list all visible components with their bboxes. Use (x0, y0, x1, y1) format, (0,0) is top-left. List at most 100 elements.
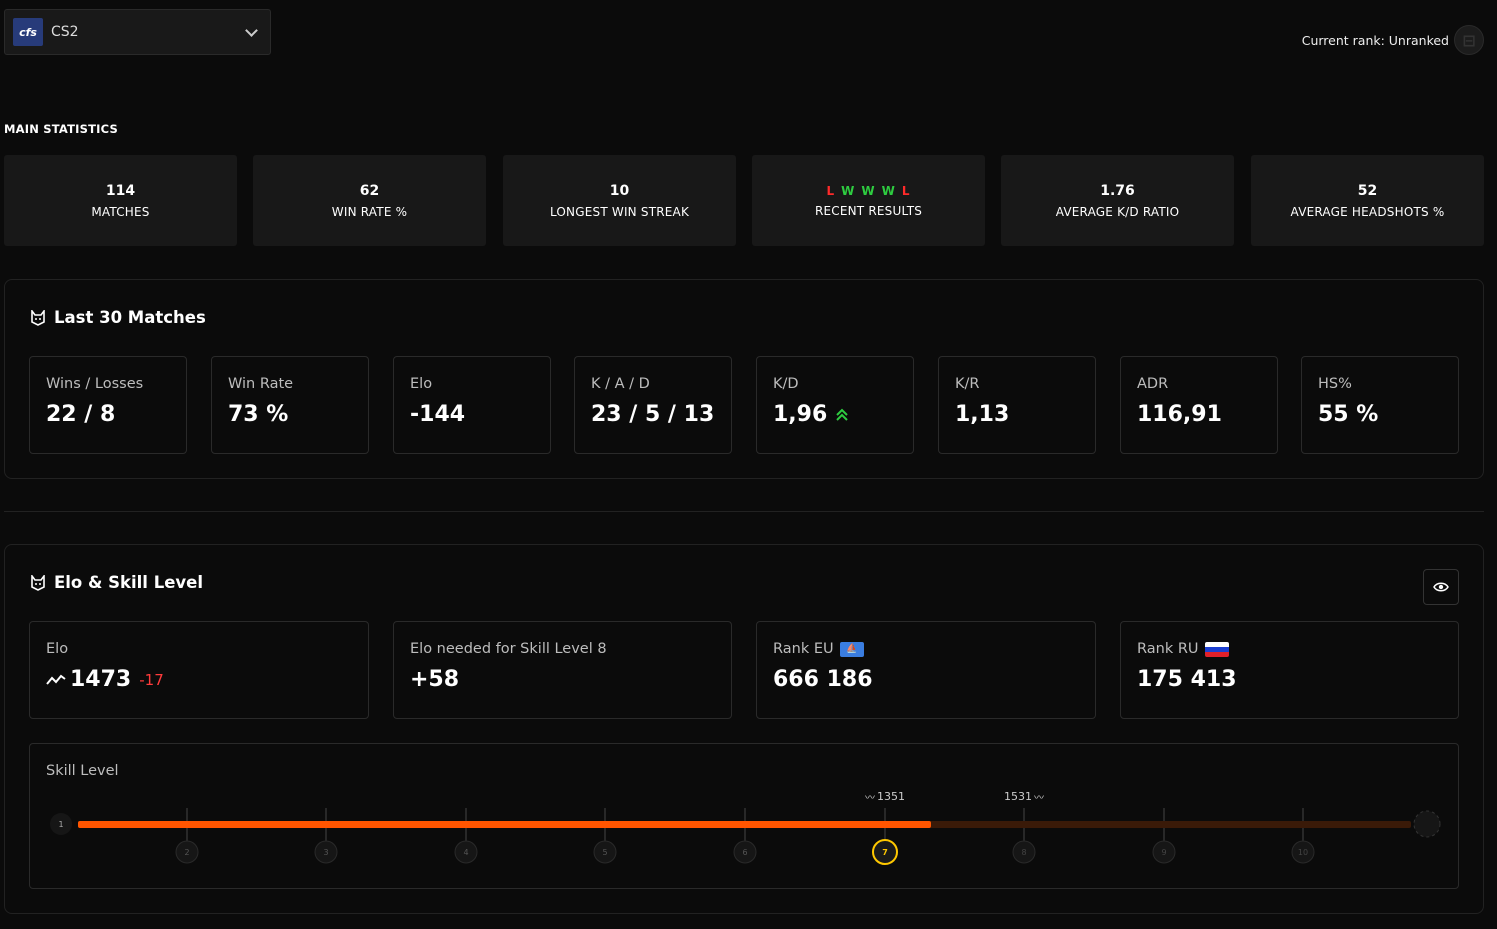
threshold-min: 1351 (877, 790, 905, 803)
game-logo: cfs (13, 18, 43, 46)
card-label: Elo needed for Skill Level 8 (410, 641, 607, 657)
card-value: 116,91 (1137, 402, 1222, 427)
card-value: 55 % (1318, 402, 1379, 427)
card-label-row: Rank EU ⛵ (773, 641, 1079, 657)
panel-title-text: Elo & Skill Level (54, 573, 204, 592)
elo-delta: -17 (139, 670, 164, 689)
card-value-row: 1473 -17 (46, 667, 352, 692)
svg-text:5: 5 (602, 848, 607, 857)
card-elo-current: Elo 1473 -17 (29, 621, 369, 719)
card-label: Rank EU (773, 641, 834, 657)
skill-progress-track: 1 2 3 4 5 6 7 8 9 10 (50, 808, 1441, 865)
svg-text:8: 8 (1021, 848, 1026, 857)
svg-text:10: 10 (1298, 848, 1308, 857)
threshold-max: 1531 (1004, 790, 1032, 803)
card-kad: K / A / D 23 / 5 / 13 (574, 356, 732, 454)
card-rank-eu: Rank EU ⛵ 666 186 (756, 621, 1096, 719)
card-win-rate: Win Rate 73 % (211, 356, 369, 454)
card-hs: HS% 55 % (1301, 356, 1459, 454)
card-kd: K/D 1,96 (756, 356, 914, 454)
card-value: 666 186 (773, 667, 873, 692)
last-30-panel: Last 30 Matches Wins / Losses 22 / 8 Win… (4, 279, 1484, 479)
card-label: K / A / D (591, 376, 650, 392)
stat-card-kd: 1.76 AVERAGE K/D RATIO (1001, 155, 1234, 246)
stat-card-longest-streak: 10 LONGEST WIN STREAK (503, 155, 736, 246)
card-elo: Elo -144 (393, 356, 551, 454)
stat-value: 62 (359, 182, 380, 199)
svg-text:6: 6 (742, 848, 747, 857)
recent-results: L W W W L (826, 184, 910, 198)
elo-skill-panel: Elo & Skill Level Elo 1473 -17 Elo neede… (4, 544, 1484, 914)
card-value: 22 / 8 (46, 402, 116, 427)
elo-skill-title: Elo & Skill Level (30, 573, 203, 592)
svg-text:3: 3 (323, 848, 328, 857)
panel-title-text: Last 30 Matches (54, 308, 206, 327)
stat-card-recent-results: L W W W L RECENT RESULTS (752, 155, 985, 246)
svg-text:7: 7 (882, 848, 888, 857)
double-chevron-up-icon (836, 408, 848, 421)
card-wins-losses: Wins / Losses 22 / 8 (29, 356, 187, 454)
track-fill (78, 821, 931, 828)
card-elo-needed: Elo needed for Skill Level 8 +58 (393, 621, 732, 719)
stat-label: WIN RATE % (331, 204, 408, 219)
card-label: Rank RU (1137, 641, 1199, 657)
level-7-threshold: 〰 1351 (865, 789, 905, 804)
trend-icon: 〰 (865, 793, 875, 804)
card-label: Elo (410, 376, 433, 392)
card-label: HS% (1318, 376, 1352, 392)
stat-value: 52 (1357, 182, 1378, 199)
card-value: -144 (410, 402, 466, 427)
elo-value: 1473 (70, 667, 132, 692)
card-kr: K/R 1,13 (938, 356, 1096, 454)
result-win: W (841, 183, 856, 198)
card-value: 1,96 (773, 402, 828, 427)
wolf-icon (31, 574, 45, 591)
result-loss: L (826, 183, 836, 198)
stat-value: 1.76 (1100, 182, 1135, 199)
wolf-icon (31, 309, 45, 326)
svg-text:1: 1 (58, 820, 63, 829)
card-value: 23 / 5 / 13 (591, 402, 715, 427)
toggle-visibility-button[interactable] (1423, 569, 1459, 605)
eu-flag-icon: ⛵ (839, 641, 864, 657)
card-label: Elo (46, 641, 69, 657)
result-loss: L (901, 183, 911, 198)
card-value: +58 (410, 667, 460, 692)
rank-badge-icon: ⊟ (1454, 25, 1484, 55)
svg-text:9: 9 (1161, 848, 1166, 857)
card-value: 1,13 (955, 402, 1010, 427)
stat-label: LONGEST WIN STREAK (549, 204, 690, 219)
stat-card-headshots: 52 AVERAGE HEADSHOTS % (1251, 155, 1484, 246)
skill-level-label: Skill Level (46, 763, 119, 779)
section-divider (4, 511, 1484, 512)
stat-card-win-rate: 62 WIN RATE % (253, 155, 486, 246)
svg-text:2: 2 (184, 848, 189, 857)
result-win: W (861, 183, 876, 198)
chevron-down-icon (245, 23, 258, 37)
card-adr: ADR 116,91 (1120, 356, 1278, 454)
result-win: W (881, 183, 896, 198)
game-name: CS2 (51, 24, 79, 40)
stat-value: 114 (105, 182, 136, 199)
skill-level-box: Skill Level 1 2 3 4 5 6 7 8 9 (29, 743, 1459, 889)
last-30-title: Last 30 Matches (30, 308, 206, 327)
stat-card-matches: 114 MATCHES (4, 155, 237, 246)
trend-icon (46, 674, 66, 685)
card-label: Wins / Losses (46, 376, 144, 392)
stat-label: MATCHES (91, 204, 150, 219)
card-label-row: Rank RU (1137, 641, 1442, 657)
main-statistics-title: MAIN STATISTICS (4, 122, 118, 136)
card-rank-ru: Rank RU 175 413 (1120, 621, 1459, 719)
level-8-threshold: 1531 〰 (1004, 789, 1044, 804)
stat-label: AVERAGE HEADSHOTS % (1290, 204, 1445, 219)
current-rank-label: Current rank: Unranked (1301, 33, 1449, 48)
card-label: K/D (773, 376, 799, 392)
game-selector[interactable]: cfs CS2 (4, 9, 271, 55)
card-label: ADR (1137, 376, 1169, 392)
stat-label: RECENT RESULTS (814, 203, 923, 218)
card-value: 73 % (228, 402, 289, 427)
card-value: 175 413 (1137, 667, 1237, 692)
stat-value: 10 (609, 182, 630, 199)
card-value-row: 1,96 (773, 402, 897, 427)
eye-icon (1433, 582, 1449, 592)
